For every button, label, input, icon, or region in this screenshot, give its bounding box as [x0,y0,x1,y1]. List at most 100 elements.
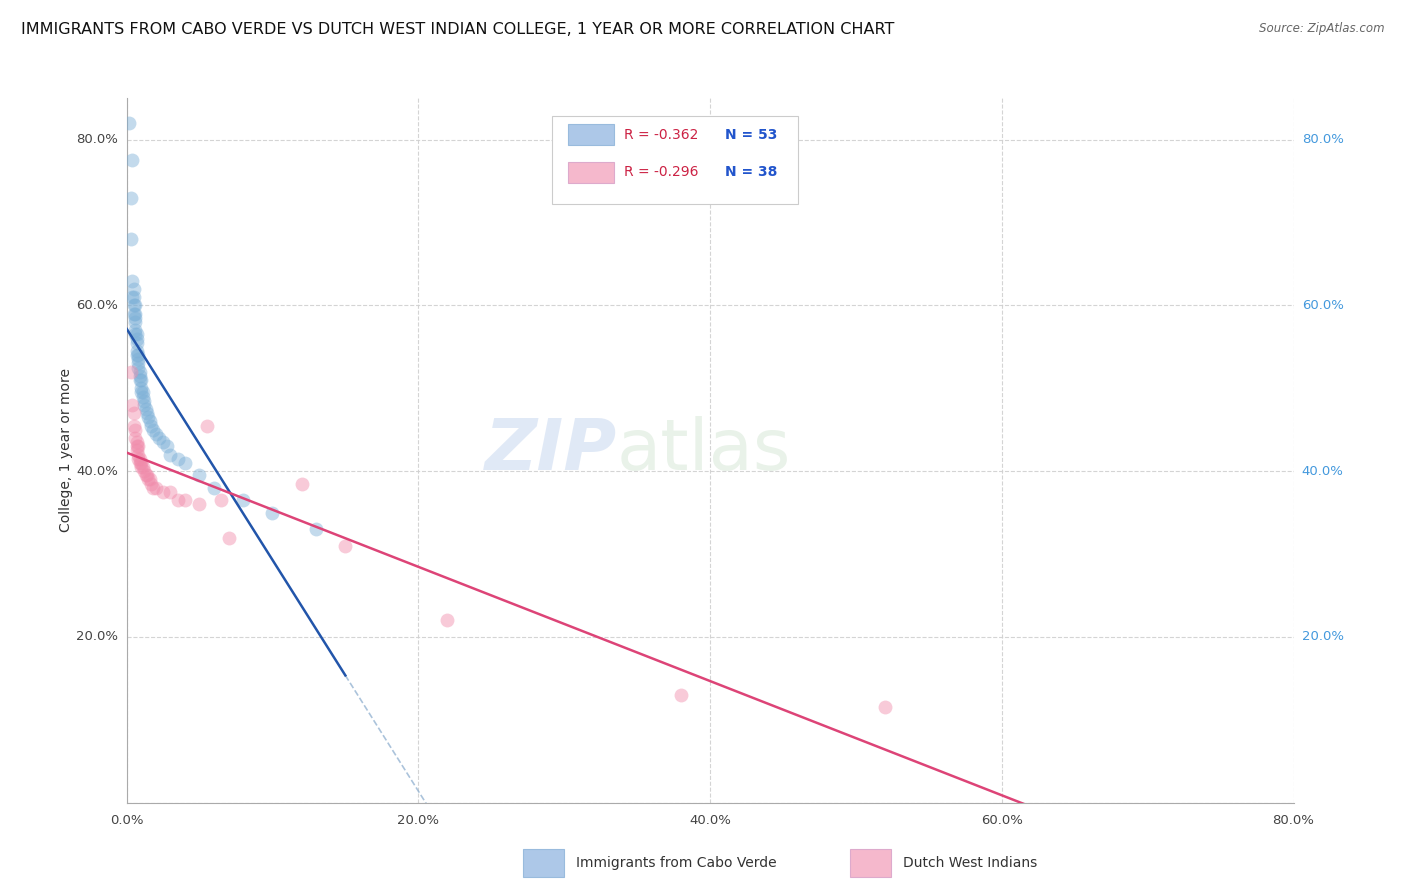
Point [145,426,167,441]
Point [125,343,148,358]
Point [122,282,145,296]
Point [120,365,142,379]
Point [138,473,160,487]
Point [127,348,149,362]
Point [129,385,152,400]
Point [127,439,149,453]
Text: 80.0%: 80.0% [1302,133,1344,146]
Point [124,423,146,437]
Point [290,476,312,491]
Point [138,410,160,425]
Point [305,522,328,536]
Text: R = -0.362: R = -0.362 [624,128,697,142]
Point [134,402,156,417]
Point [129,373,152,387]
Point [121,273,143,287]
Point [335,539,357,553]
Point [262,506,284,520]
Point [127,451,149,466]
Point [132,464,155,478]
Point [174,456,197,470]
Text: 20.0%: 20.0% [76,631,118,643]
Point [129,460,152,475]
Text: ZIP: ZIP [485,416,617,485]
Text: 0.0%: 0.0% [110,814,143,827]
Text: 40.0%: 40.0% [689,814,731,827]
Point [174,493,197,508]
Point [152,435,174,450]
Point [128,365,150,379]
Text: N = 53: N = 53 [725,128,778,142]
Point [127,356,149,370]
Point [122,298,145,312]
Text: 20.0%: 20.0% [1302,631,1344,643]
Point [188,497,211,511]
Point [159,484,181,499]
Point [141,418,163,433]
Text: 40.0%: 40.0% [76,465,118,478]
Point [132,393,155,408]
Point [125,439,148,453]
Point [128,456,150,470]
Point [142,423,165,437]
Point [136,468,159,483]
Text: 60.0%: 60.0% [76,299,118,312]
Point [129,381,152,395]
Point [145,481,167,495]
Point [122,290,145,304]
Point [127,352,149,367]
Point [136,406,159,420]
Bar [851,848,891,877]
Point [127,448,149,462]
Point [125,332,148,346]
Point [132,398,155,412]
Point [128,451,150,466]
Text: N = 38: N = 38 [725,165,778,179]
Point [124,327,146,342]
Point [134,468,156,483]
Point [875,700,897,714]
Text: Source: ZipAtlas.com: Source: ZipAtlas.com [1260,22,1385,36]
Point [156,439,179,453]
Point [121,153,143,168]
Point [131,385,153,400]
Point [129,456,152,470]
Point [124,307,146,321]
Text: 20.0%: 20.0% [398,814,439,827]
Point [669,688,692,702]
Point [124,315,146,329]
Point [121,398,143,412]
Point [124,298,146,312]
Point [436,614,458,628]
Text: IMMIGRANTS FROM CABO VERDE VS DUTCH WEST INDIAN COLLEGE, 1 YEAR OR MORE CORRELAT: IMMIGRANTS FROM CABO VERDE VS DUTCH WEST… [21,22,894,37]
Text: Immigrants from Cabo Verde: Immigrants from Cabo Verde [576,855,776,870]
Point [125,327,148,342]
Bar [568,124,614,145]
Point [152,484,174,499]
Point [120,232,142,246]
Point [127,360,149,375]
Point [202,481,225,495]
Point [159,448,181,462]
Point [148,431,170,445]
Point [121,290,143,304]
Bar [568,161,614,183]
Y-axis label: College, 1 year or more: College, 1 year or more [59,368,73,533]
Point [122,307,145,321]
Point [128,368,150,383]
Point [195,418,218,433]
Point [120,191,142,205]
Point [218,531,240,545]
Point [128,373,150,387]
Point [209,493,232,508]
Point [166,451,188,466]
Point [232,493,254,508]
Point [125,435,148,450]
Bar [523,848,564,877]
Text: 60.0%: 60.0% [981,814,1022,827]
Point [131,460,153,475]
Text: 60.0%: 60.0% [1302,299,1344,312]
Text: R = -0.296: R = -0.296 [624,165,699,179]
Text: 40.0%: 40.0% [1302,465,1344,478]
Point [124,310,146,325]
